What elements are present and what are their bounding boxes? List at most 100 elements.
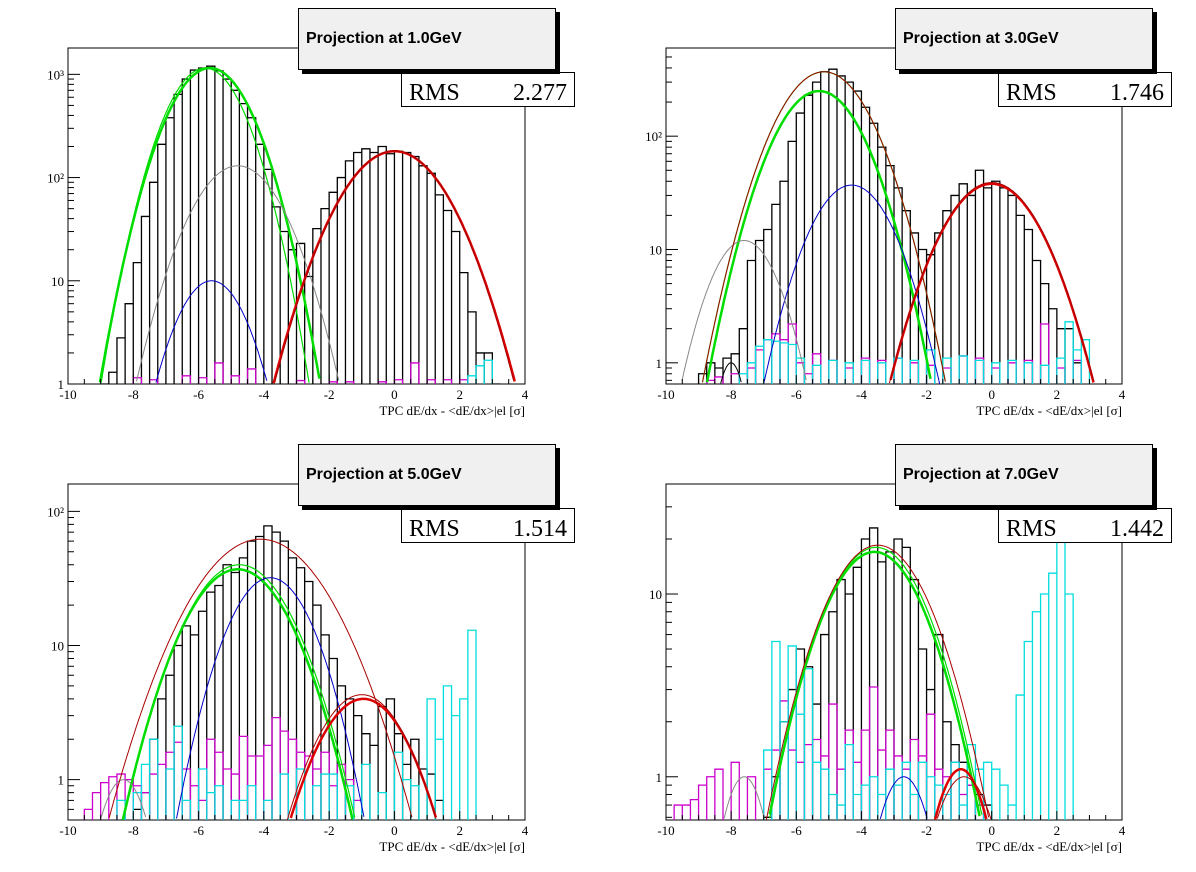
x-tick-label: -4 bbox=[258, 387, 269, 402]
hist-bin bbox=[288, 739, 296, 820]
hist-bin bbox=[199, 378, 207, 384]
plot-area bbox=[98, 65, 516, 384]
hist-bin bbox=[158, 699, 166, 820]
y-axis: 1 10 10² 10³ bbox=[47, 67, 80, 392]
fit-curve-3 bbox=[176, 577, 365, 819]
hist-bin bbox=[1008, 195, 1016, 384]
hist-bin bbox=[313, 786, 321, 820]
hist-bin bbox=[1049, 309, 1057, 384]
hist-bin bbox=[821, 769, 829, 820]
hist-bin bbox=[837, 76, 845, 384]
rms-label: RMS bbox=[1006, 80, 1057, 106]
fit-curve-3 bbox=[879, 776, 928, 819]
hist-bin bbox=[239, 800, 247, 820]
x-tick-label: -8 bbox=[128, 823, 139, 838]
hist-bin bbox=[959, 794, 967, 820]
histogram-3 bbox=[467, 359, 494, 384]
hist-bin bbox=[272, 532, 280, 820]
y-axis: 1 10 bbox=[649, 483, 678, 818]
hist-bin bbox=[435, 195, 443, 384]
hist-bin bbox=[878, 360, 886, 384]
hist-bin bbox=[1073, 350, 1081, 384]
fit-curve-8 bbox=[888, 182, 1094, 384]
x-tick-label: 0 bbox=[391, 387, 398, 402]
hist-bin bbox=[707, 777, 715, 820]
y-tick-label: 10 bbox=[649, 587, 662, 602]
histogram-3 bbox=[738, 321, 1091, 384]
hist-bin bbox=[329, 786, 337, 820]
x-tick-label: 2 bbox=[456, 387, 463, 402]
plot-area bbox=[83, 525, 477, 820]
y-axis: 1 10 10² bbox=[645, 47, 678, 381]
hist-bin bbox=[248, 369, 256, 384]
hist-bin bbox=[468, 630, 476, 820]
hist-bin bbox=[174, 726, 182, 820]
hist-bin bbox=[813, 82, 821, 384]
hist-bin bbox=[484, 360, 492, 384]
hist-bin bbox=[1024, 641, 1032, 820]
fit-curve-3 bbox=[136, 165, 340, 382]
hist-bin bbox=[699, 785, 707, 820]
hist-bin bbox=[821, 635, 829, 820]
hist-bin bbox=[150, 739, 158, 820]
hist-bin bbox=[272, 207, 280, 384]
hist-bin bbox=[158, 144, 166, 384]
stats-box: RMS 2.277 bbox=[401, 72, 575, 107]
histogram-outline bbox=[697, 68, 1082, 384]
hist-bin bbox=[813, 739, 821, 820]
x-tick-label: 4 bbox=[1119, 387, 1126, 402]
hist-bin bbox=[853, 762, 861, 820]
hist-bin bbox=[231, 90, 239, 384]
hist-bin bbox=[207, 592, 215, 820]
hist-bin bbox=[370, 745, 378, 820]
hist-bin bbox=[886, 769, 894, 820]
hist-bin bbox=[411, 363, 419, 384]
hist-bin bbox=[975, 170, 983, 384]
hist-bin bbox=[215, 71, 223, 384]
hist-bin bbox=[207, 793, 215, 820]
hist-bin bbox=[747, 363, 755, 384]
x-tick-label: -6 bbox=[193, 387, 204, 402]
hist-bin bbox=[452, 232, 460, 384]
hist-bin bbox=[1016, 695, 1024, 820]
hist-bin bbox=[419, 166, 427, 384]
hist-bin bbox=[902, 762, 910, 820]
hist-bin bbox=[354, 152, 362, 384]
hist-bin bbox=[788, 646, 796, 820]
hist-bin bbox=[715, 769, 723, 820]
x-tick-label: -10 bbox=[59, 387, 76, 402]
hist-bin bbox=[959, 356, 967, 384]
hist-bin bbox=[199, 800, 207, 820]
hist-bin bbox=[739, 329, 747, 384]
stats-box: RMS 1.746 bbox=[998, 72, 1172, 107]
hist-bin bbox=[894, 756, 902, 820]
hist-bin bbox=[403, 152, 411, 384]
hist-bin bbox=[910, 739, 918, 820]
hist-bin bbox=[166, 675, 174, 820]
histogram-outline bbox=[467, 359, 494, 384]
x-tick-label: -2 bbox=[324, 823, 335, 838]
hist-bin bbox=[878, 363, 886, 384]
hist-bin bbox=[756, 241, 764, 384]
hist-bin bbox=[264, 745, 272, 820]
hist-bin bbox=[166, 118, 174, 384]
hist-bin bbox=[796, 358, 804, 384]
hist-bin bbox=[731, 354, 739, 384]
hist-bin bbox=[992, 368, 1000, 384]
hist-bin bbox=[861, 358, 869, 384]
hist-bin bbox=[837, 580, 845, 820]
hist-bin bbox=[772, 204, 780, 384]
hist-bin bbox=[837, 805, 845, 820]
hist-bin bbox=[264, 800, 272, 820]
hist-bin bbox=[747, 368, 755, 384]
hist-bin bbox=[345, 161, 353, 384]
x-tick-label: -4 bbox=[258, 823, 269, 838]
x-axis-label: TPC dE/dx - <dE/dx>|el [σ] bbox=[976, 839, 1122, 854]
fit-curve-5 bbox=[720, 362, 742, 384]
y-tick-label: 10³ bbox=[47, 67, 64, 82]
hist-bin bbox=[329, 774, 337, 820]
hist-bin bbox=[272, 718, 280, 820]
hist-bin bbox=[878, 794, 886, 820]
